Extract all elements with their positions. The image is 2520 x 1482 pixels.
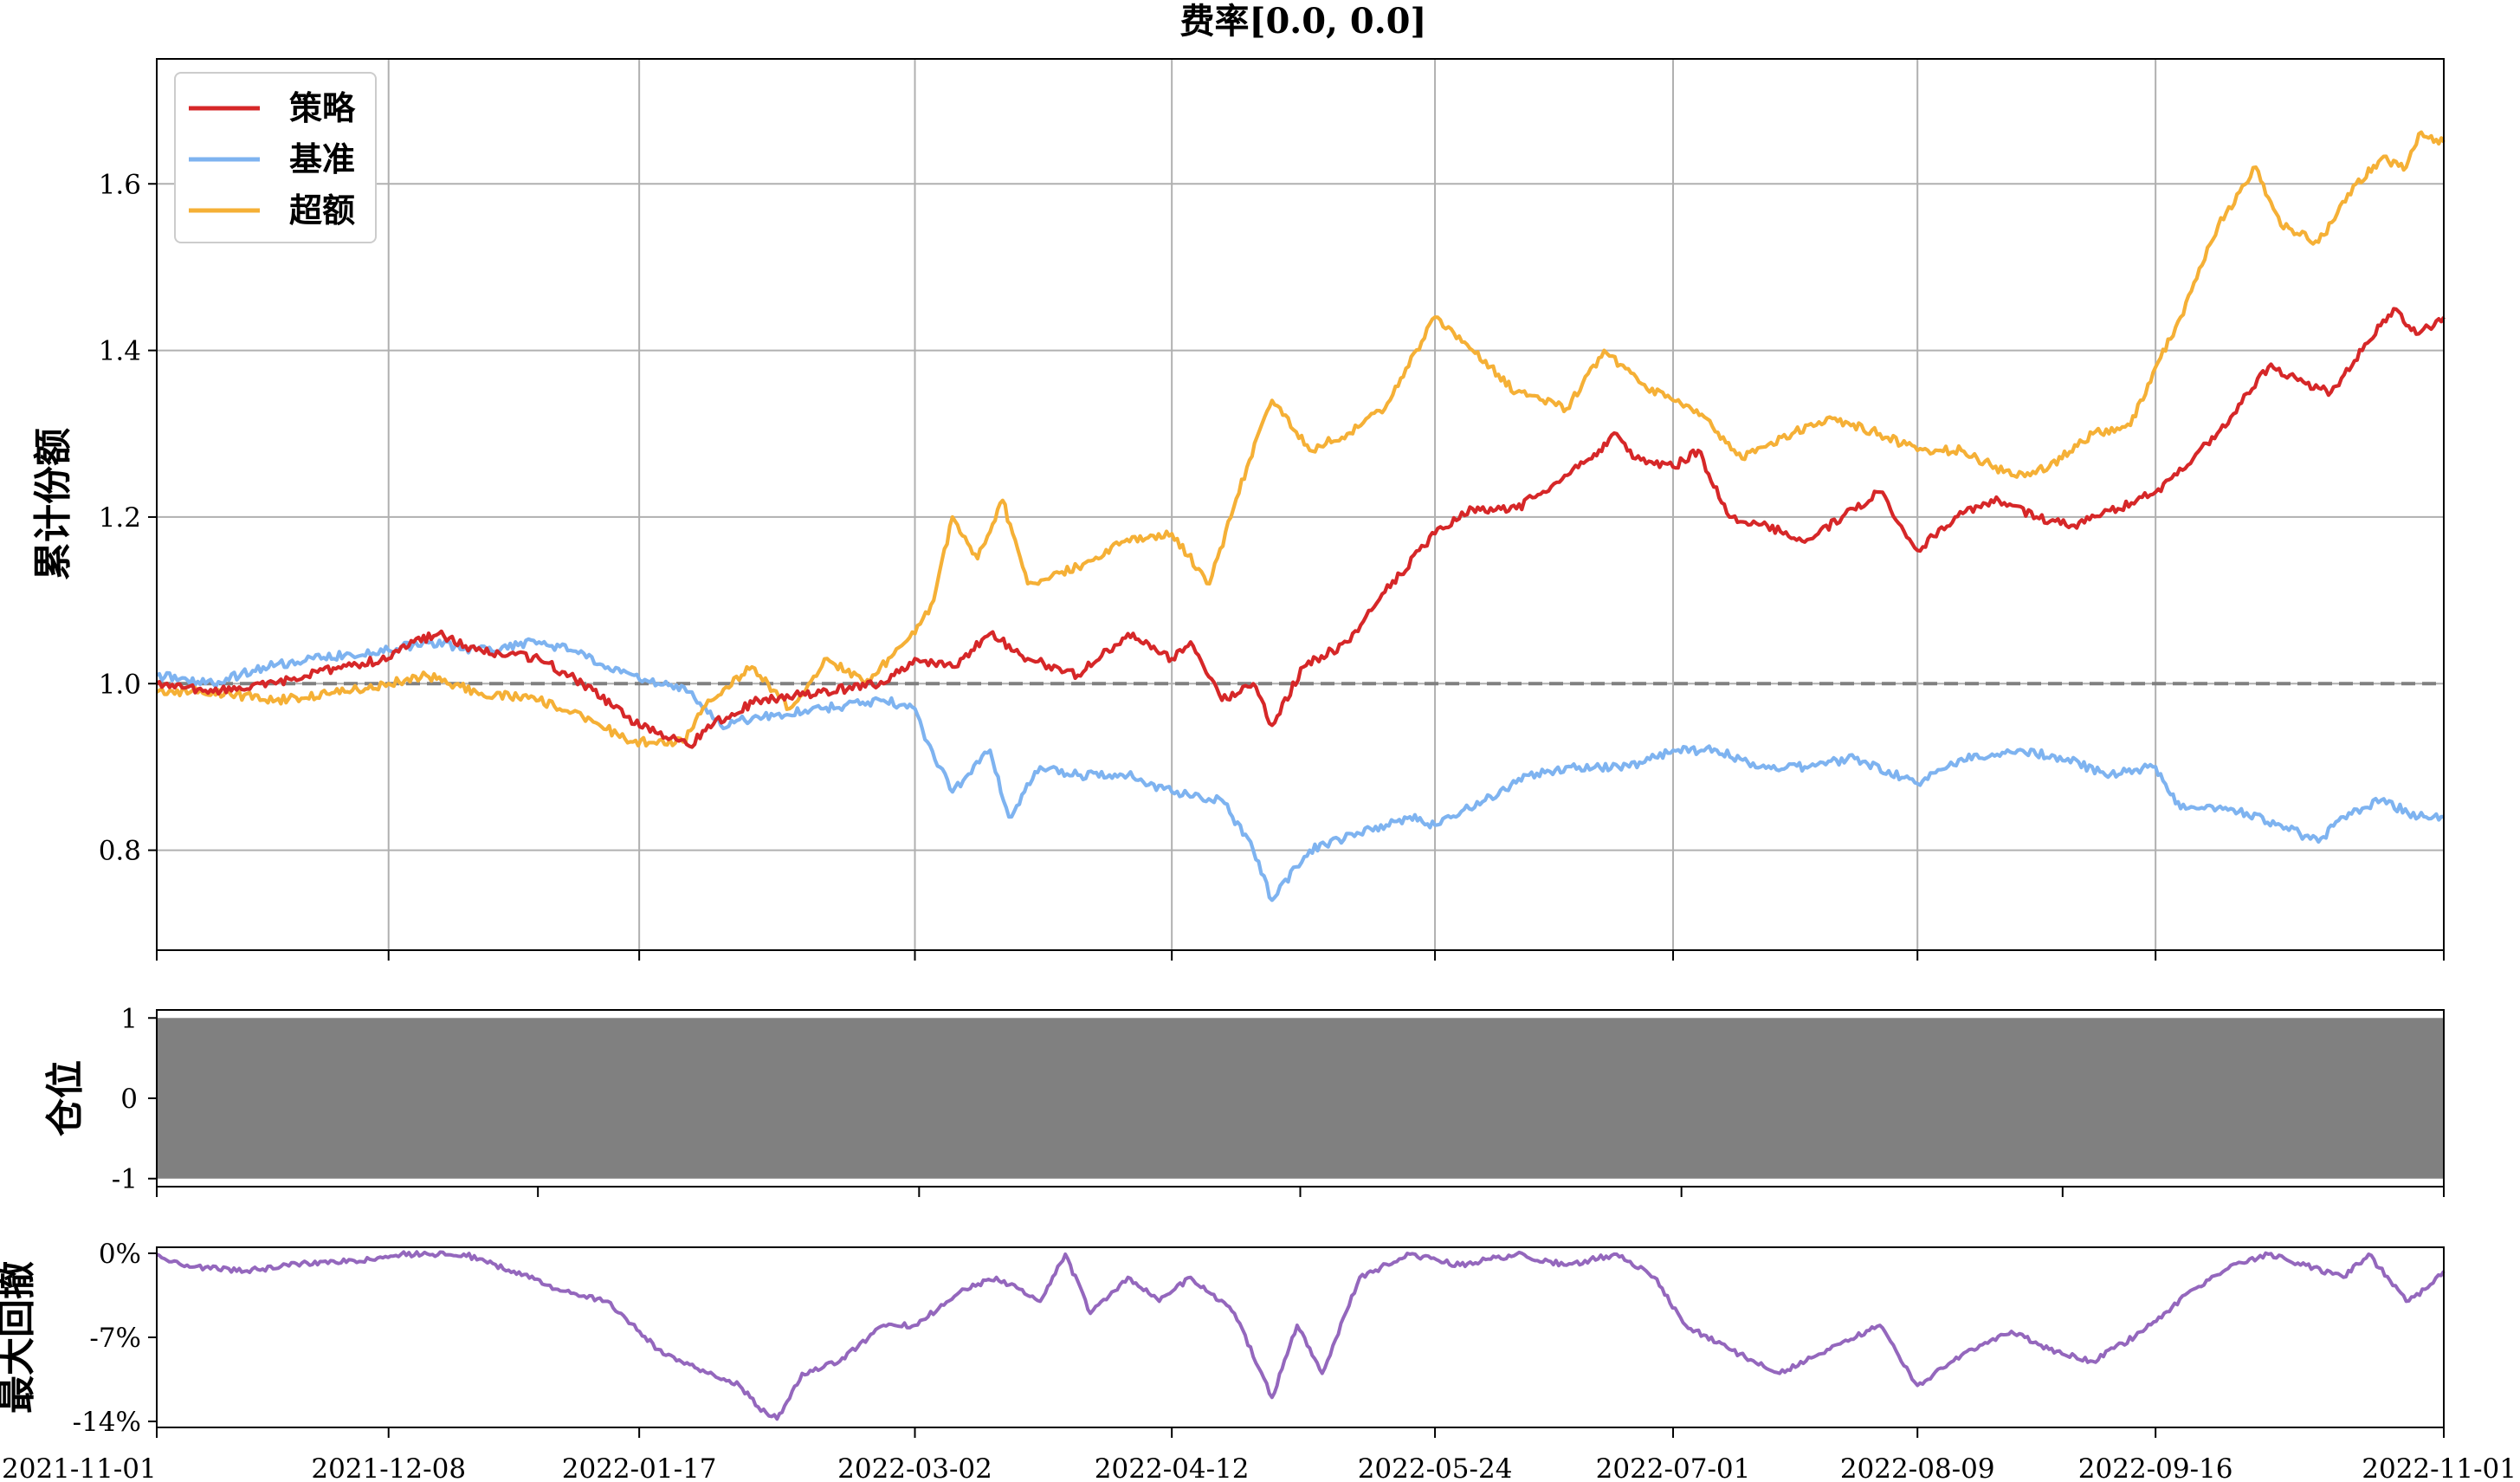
drawdown-x-tick-label: 2022-11-01 <box>2362 1453 2517 1482</box>
position-y-tick-label: 0 <box>120 1084 138 1115</box>
drawdown-panel: 0% -7% -14% 2021-11-01 2021-12-08 2022-01-17… <box>0 1239 2517 1482</box>
main-y-ticks: 0.8 1.0 1.2 1.4 1.6 <box>99 169 157 867</box>
main-y-tick-label: 1.4 <box>99 336 141 367</box>
main-y-tick-label: 1.2 <box>99 502 141 534</box>
drawdown-plot-frame <box>156 1246 2445 1428</box>
drawdown-x-tick-label: 2022-03-02 <box>837 1453 992 1482</box>
drawdown-y-tick-label: -7% <box>89 1323 141 1354</box>
main-x-ticks <box>156 950 2445 961</box>
main-plot-frame <box>156 58 2445 951</box>
drawdown-y-ticks: 0% -7% -14% <box>73 1239 157 1438</box>
drawdown-series-line <box>156 1250 2446 1421</box>
drawdown-y-axis-label: 最大回撤 <box>0 1261 39 1414</box>
position-area <box>157 1018 2444 1179</box>
main-y-tick-label: 1.6 <box>99 169 141 200</box>
benchmark-line <box>155 637 2445 903</box>
legend-label-excess: 超额 <box>289 191 355 230</box>
drawdown-x-tick-label: 2022-07-01 <box>1596 1453 1751 1482</box>
drawdown-x-tick-label: 2022-09-16 <box>2078 1453 2233 1482</box>
excess-line <box>155 130 2446 748</box>
position-y-tick-label: -1 <box>112 1164 138 1195</box>
drawdown-x-tick-label: 2021-12-08 <box>311 1453 466 1482</box>
drawdown-x-tick-label: 2022-01-17 <box>562 1453 717 1482</box>
legend-label-benchmark: 基准 <box>289 139 355 178</box>
position-x-ticks <box>156 1187 2445 1197</box>
drawdown-x-tick-label: 2021-11-01 <box>2 1453 157 1482</box>
legend: 策略 基准 超额 <box>174 72 377 243</box>
drawdown-x-ticks: 2021-11-01 2021-12-08 2022-01-17 2022-03-02… <box>2 1427 2517 1482</box>
legend-label-strategy: 策略 <box>289 88 356 127</box>
position-y-axis-label: 仓位 <box>43 1060 87 1136</box>
drawdown-line <box>156 1250 2446 1421</box>
chart-title: 费率[0.0, 0.0] <box>1180 1 1427 42</box>
main-y-tick-label: 0.8 <box>99 836 141 867</box>
position-panel: 1 0 -1 仓位 <box>43 1003 2445 1197</box>
main-series-lines <box>155 130 2446 903</box>
position-y-ticks: 1 0 -1 <box>112 1003 157 1195</box>
main-y-tick-label: 1.0 <box>99 669 141 700</box>
drawdown-y-tick-label: 0% <box>99 1239 141 1270</box>
drawdown-x-tick-label: 2022-08-09 <box>1840 1453 1995 1482</box>
strategy-line <box>155 307 2446 749</box>
drawdown-x-tick-label: 2022-05-24 <box>1358 1453 1513 1482</box>
legend-frame <box>174 72 377 243</box>
position-y-tick-label: 1 <box>120 1003 138 1034</box>
main-y-axis-label: 累计份额 <box>31 428 75 580</box>
position-plot-frame <box>156 1009 2445 1188</box>
main-chart-panel: 0.8 1.0 1.2 1.4 1.6 累计份额 策略 基准 超额 <box>31 58 2446 961</box>
drawdown-y-tick-label: -14% <box>73 1407 141 1438</box>
drawdown-x-tick-label: 2022-04-12 <box>1095 1453 1250 1482</box>
main-gridlines <box>156 59 2445 950</box>
